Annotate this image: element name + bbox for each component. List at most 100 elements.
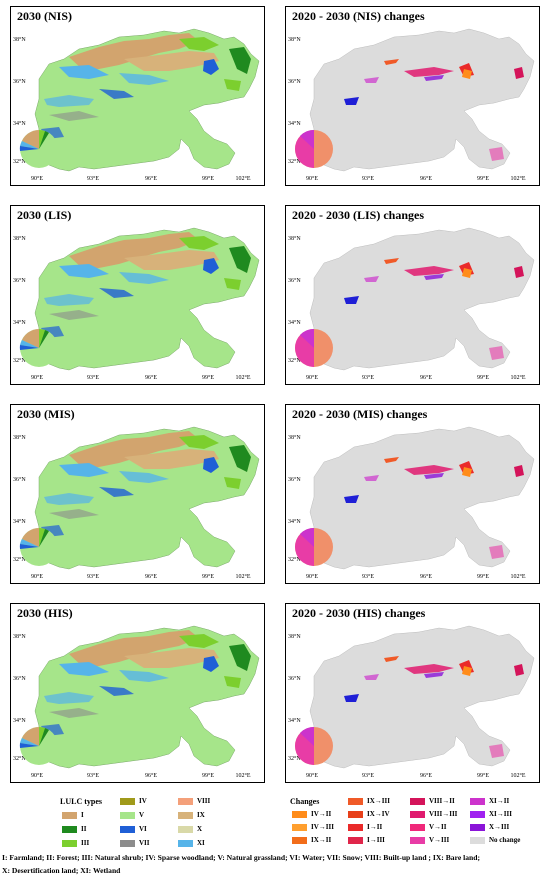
panel-title: 2020 - 2030 (MIS) changes [292, 407, 428, 421]
longitude-tick-label: 96°E [144, 375, 158, 381]
change-map-panel: 2020 - 2030 (LIS) changes 38°N 36°N 34°N 32°… [285, 205, 540, 385]
lulc-legend-item: XI [178, 839, 205, 847]
longitude-tick-label: 99°E [201, 375, 215, 381]
legend-swatch [120, 839, 135, 847]
change-share-pie [295, 328, 333, 367]
legend-label: I→III [367, 836, 385, 844]
lulc-map [34, 625, 260, 769]
longitude-tick-label: 102°E [235, 375, 251, 381]
latitude-tick-label: 34°N [288, 320, 301, 326]
legend-label: V→III [429, 836, 450, 844]
lulc-legend-item: VII [120, 839, 150, 847]
latitude-tick-label: 36°N [13, 79, 26, 85]
change-legend-item: XI→III [470, 810, 512, 818]
longitude-tick-label: 93°E [86, 773, 100, 779]
legend-swatch [470, 810, 485, 818]
legend-label: IX→III [367, 797, 390, 805]
legend-label: I→II [367, 823, 383, 831]
change-share-pie [295, 527, 333, 566]
lulc-legend-title: LULC types [60, 797, 103, 806]
lulc-legend-item: II [62, 825, 86, 833]
legend-swatch [62, 839, 77, 847]
lulc-legend-item: VIII [178, 797, 210, 805]
latitude-tick-label: 38°N [288, 37, 301, 43]
legend-swatch [178, 839, 193, 847]
longitude-tick-label: 96°E [144, 773, 158, 779]
lulc-map-panel: 2030 (HIS) 38°N 36°N 34°N 32°N 90°E 93°E 96°E 9… [10, 603, 265, 783]
latitude-tick-label: 36°N [13, 477, 26, 483]
latitude-tick-label: 38°N [13, 634, 26, 640]
legend-label: XI→III [489, 810, 512, 818]
legend-label: VIII→III [429, 810, 458, 818]
latitude-tick-label: 38°N [13, 37, 26, 43]
longitude-tick-label: 102°E [510, 574, 526, 580]
latitude-tick-label: 34°N [288, 121, 301, 127]
change-legend-item: IV→II [292, 810, 331, 818]
latitude-tick-label: 34°N [13, 320, 26, 326]
legend-label: IV→II [311, 810, 332, 818]
change-legend-item: No change [470, 836, 520, 844]
legend-swatch [178, 811, 193, 819]
change-legend-item: IX→II [292, 836, 331, 844]
longitude-tick-label: 99°E [201, 773, 215, 779]
latitude-tick-label: 38°N [288, 435, 301, 441]
panel-title: 2020 - 2030 (NIS) changes [292, 9, 425, 23]
longitude-tick-label: 102°E [235, 773, 251, 779]
change-legend-item: VIII→III [410, 810, 457, 818]
latitude-tick-label: 36°N [288, 278, 301, 284]
legend-swatch [120, 825, 135, 833]
longitude-tick-label: 93°E [86, 375, 100, 381]
change-map [309, 28, 535, 172]
legend-caption: I: Farmland; II: Forest; III: Natural sh… [2, 851, 548, 877]
change-legend-item: IX→IV [348, 810, 390, 818]
change-map [309, 227, 535, 371]
latitude-tick-label: 32°N [288, 756, 301, 762]
longitude-tick-label: 96°E [419, 176, 433, 182]
change-legend-item: VIII→II [410, 797, 455, 805]
longitude-tick-label: 102°E [235, 176, 251, 182]
legend-label: VII [139, 839, 150, 847]
legend-swatch [410, 823, 425, 831]
legend-label: VIII [197, 797, 211, 805]
latitude-tick-label: 34°N [13, 121, 26, 127]
legend-swatch [470, 823, 485, 831]
lulc-share-pie [19, 727, 58, 765]
longitude-tick-label: 102°E [510, 375, 526, 381]
legend-swatch [292, 810, 307, 818]
change-legend-title: Changes [290, 797, 320, 806]
legend-label: VIII→II [429, 797, 455, 805]
legend-label: X→III [489, 823, 510, 831]
longitude-tick-label: 102°E [510, 773, 526, 779]
legend-swatch [120, 811, 135, 819]
legend-label: V→II [429, 823, 447, 831]
panel-title: 2030 (LIS) [17, 208, 72, 222]
change-legend-item: IX→III [348, 797, 390, 805]
change-map-panel: 2020 - 2030 (MIS) changes 38°N 36°N 34°N 32°… [285, 404, 540, 584]
longitude-tick-label: 90°E [30, 375, 44, 381]
longitude-tick-label: 99°E [476, 176, 490, 182]
latitude-tick-label: 32°N [288, 358, 301, 364]
lulc-share-pie [19, 528, 58, 566]
change-legend-item: X→III [470, 823, 509, 831]
change-share-pie [295, 129, 333, 168]
caption-line-2: X: Desertification land; XI: Wetland [2, 866, 121, 875]
change-legend-item: XI→II [470, 797, 509, 805]
legend-swatch [470, 836, 485, 844]
legend-swatch [62, 825, 77, 833]
panel-title: 2030 (NIS) [17, 9, 73, 23]
latitude-tick-label: 32°N [13, 756, 26, 762]
latitude-tick-label: 34°N [288, 519, 301, 525]
latitude-tick-label: 36°N [13, 278, 26, 284]
lulc-legend-item: X [178, 825, 202, 833]
lulc-map [34, 227, 260, 371]
lulc-legend-item: III [62, 839, 89, 847]
latitude-tick-label: 38°N [13, 236, 26, 242]
latitude-tick-label: 36°N [288, 79, 301, 85]
legend-swatch [178, 825, 193, 833]
longitude-tick-label: 90°E [30, 574, 44, 580]
latitude-tick-label: 32°N [288, 159, 301, 165]
caption-line-1: I: Farmland; II: Forest; III: Natural sh… [2, 853, 480, 862]
longitude-tick-label: 90°E [30, 773, 44, 779]
legend-label: XI→II [489, 797, 510, 805]
longitude-tick-label: 96°E [419, 574, 433, 580]
